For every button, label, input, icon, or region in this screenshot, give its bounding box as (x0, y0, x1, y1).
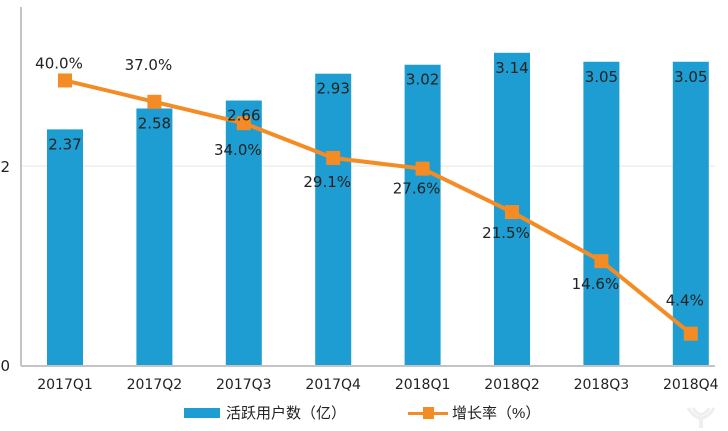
bar-2018Q1 (404, 64, 441, 365)
growth-marker-2018Q4 (683, 326, 698, 341)
bar-2017Q2 (136, 108, 173, 365)
bar-value-label: 3.05 (585, 68, 618, 86)
growth-value-label: 14.6% (572, 275, 620, 293)
bar-value-label: 2.37 (48, 135, 81, 153)
bar-value-label: 2.58 (138, 114, 171, 132)
x-tick-label: 2017Q2 (127, 377, 183, 393)
growth-marker-2017Q4 (326, 151, 341, 165)
growth-value-label: 29.1% (303, 173, 351, 191)
growth-line (64, 78, 693, 336)
bar-value-label: 3.14 (495, 59, 528, 77)
legend-swatch-bar (184, 407, 220, 418)
growth-value-label: 34.0% (214, 141, 262, 159)
growth-marker-2017Q3 (236, 116, 251, 131)
legend-item-growth-rate: 增长率（%） (408, 402, 540, 423)
growth-value-label: 40.0% (35, 54, 83, 72)
y-tick-label: 2 (0, 158, 10, 176)
bar-2017Q1 (47, 129, 83, 365)
growth-value-label: 4.4% (666, 292, 704, 310)
watermark-logo-icon (686, 407, 716, 428)
bar-2018Q3 (583, 61, 620, 365)
x-tick-label: 2017Q4 (305, 377, 361, 393)
legend-item-active-users: 活跃用户数（亿） (184, 402, 346, 423)
bar-value-label: 2.93 (316, 80, 349, 98)
bar-2017Q4 (315, 73, 352, 366)
x-tick-label: 2018Q1 (395, 377, 451, 393)
x-tick-label: 2017Q3 (216, 377, 272, 393)
growth-value-label: 37.0% (125, 56, 173, 74)
bar-value-label: 3.05 (674, 68, 707, 86)
growth-marker-2017Q1 (58, 73, 72, 88)
legend-label: 活跃用户数（亿） (226, 405, 347, 422)
x-tick-label: 2018Q3 (574, 377, 630, 393)
growth-marker-2017Q2 (147, 94, 162, 109)
bar-value-label: 3.02 (406, 71, 439, 89)
growth-marker-2018Q1 (415, 161, 430, 176)
growth-value-label: 27.6% (393, 180, 441, 198)
growth-value-label: 21.5% (482, 224, 530, 242)
bar-2018Q4 (672, 61, 709, 365)
y-tick-label: 0 (0, 357, 10, 375)
x-tick-label: 2018Q4 (663, 377, 719, 393)
x-tick-label: 2018Q2 (484, 377, 540, 393)
legend-swatch-line (408, 406, 448, 419)
growth-marker-2018Q3 (594, 254, 609, 269)
legend-label: 增长率（%） (452, 405, 541, 422)
growth-marker-2018Q2 (505, 205, 519, 220)
bar-value-label: 2.66 (227, 107, 260, 125)
x-tick-label: 2017Q1 (37, 377, 93, 393)
bar-2017Q3 (225, 100, 262, 365)
